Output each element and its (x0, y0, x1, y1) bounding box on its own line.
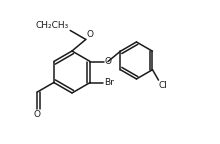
Text: O: O (34, 110, 41, 119)
Text: Br: Br (104, 78, 114, 87)
Text: Cl: Cl (159, 81, 168, 90)
Text: O: O (86, 30, 93, 39)
Text: O: O (105, 57, 112, 66)
Text: CH₂CH₃: CH₂CH₃ (36, 21, 69, 30)
